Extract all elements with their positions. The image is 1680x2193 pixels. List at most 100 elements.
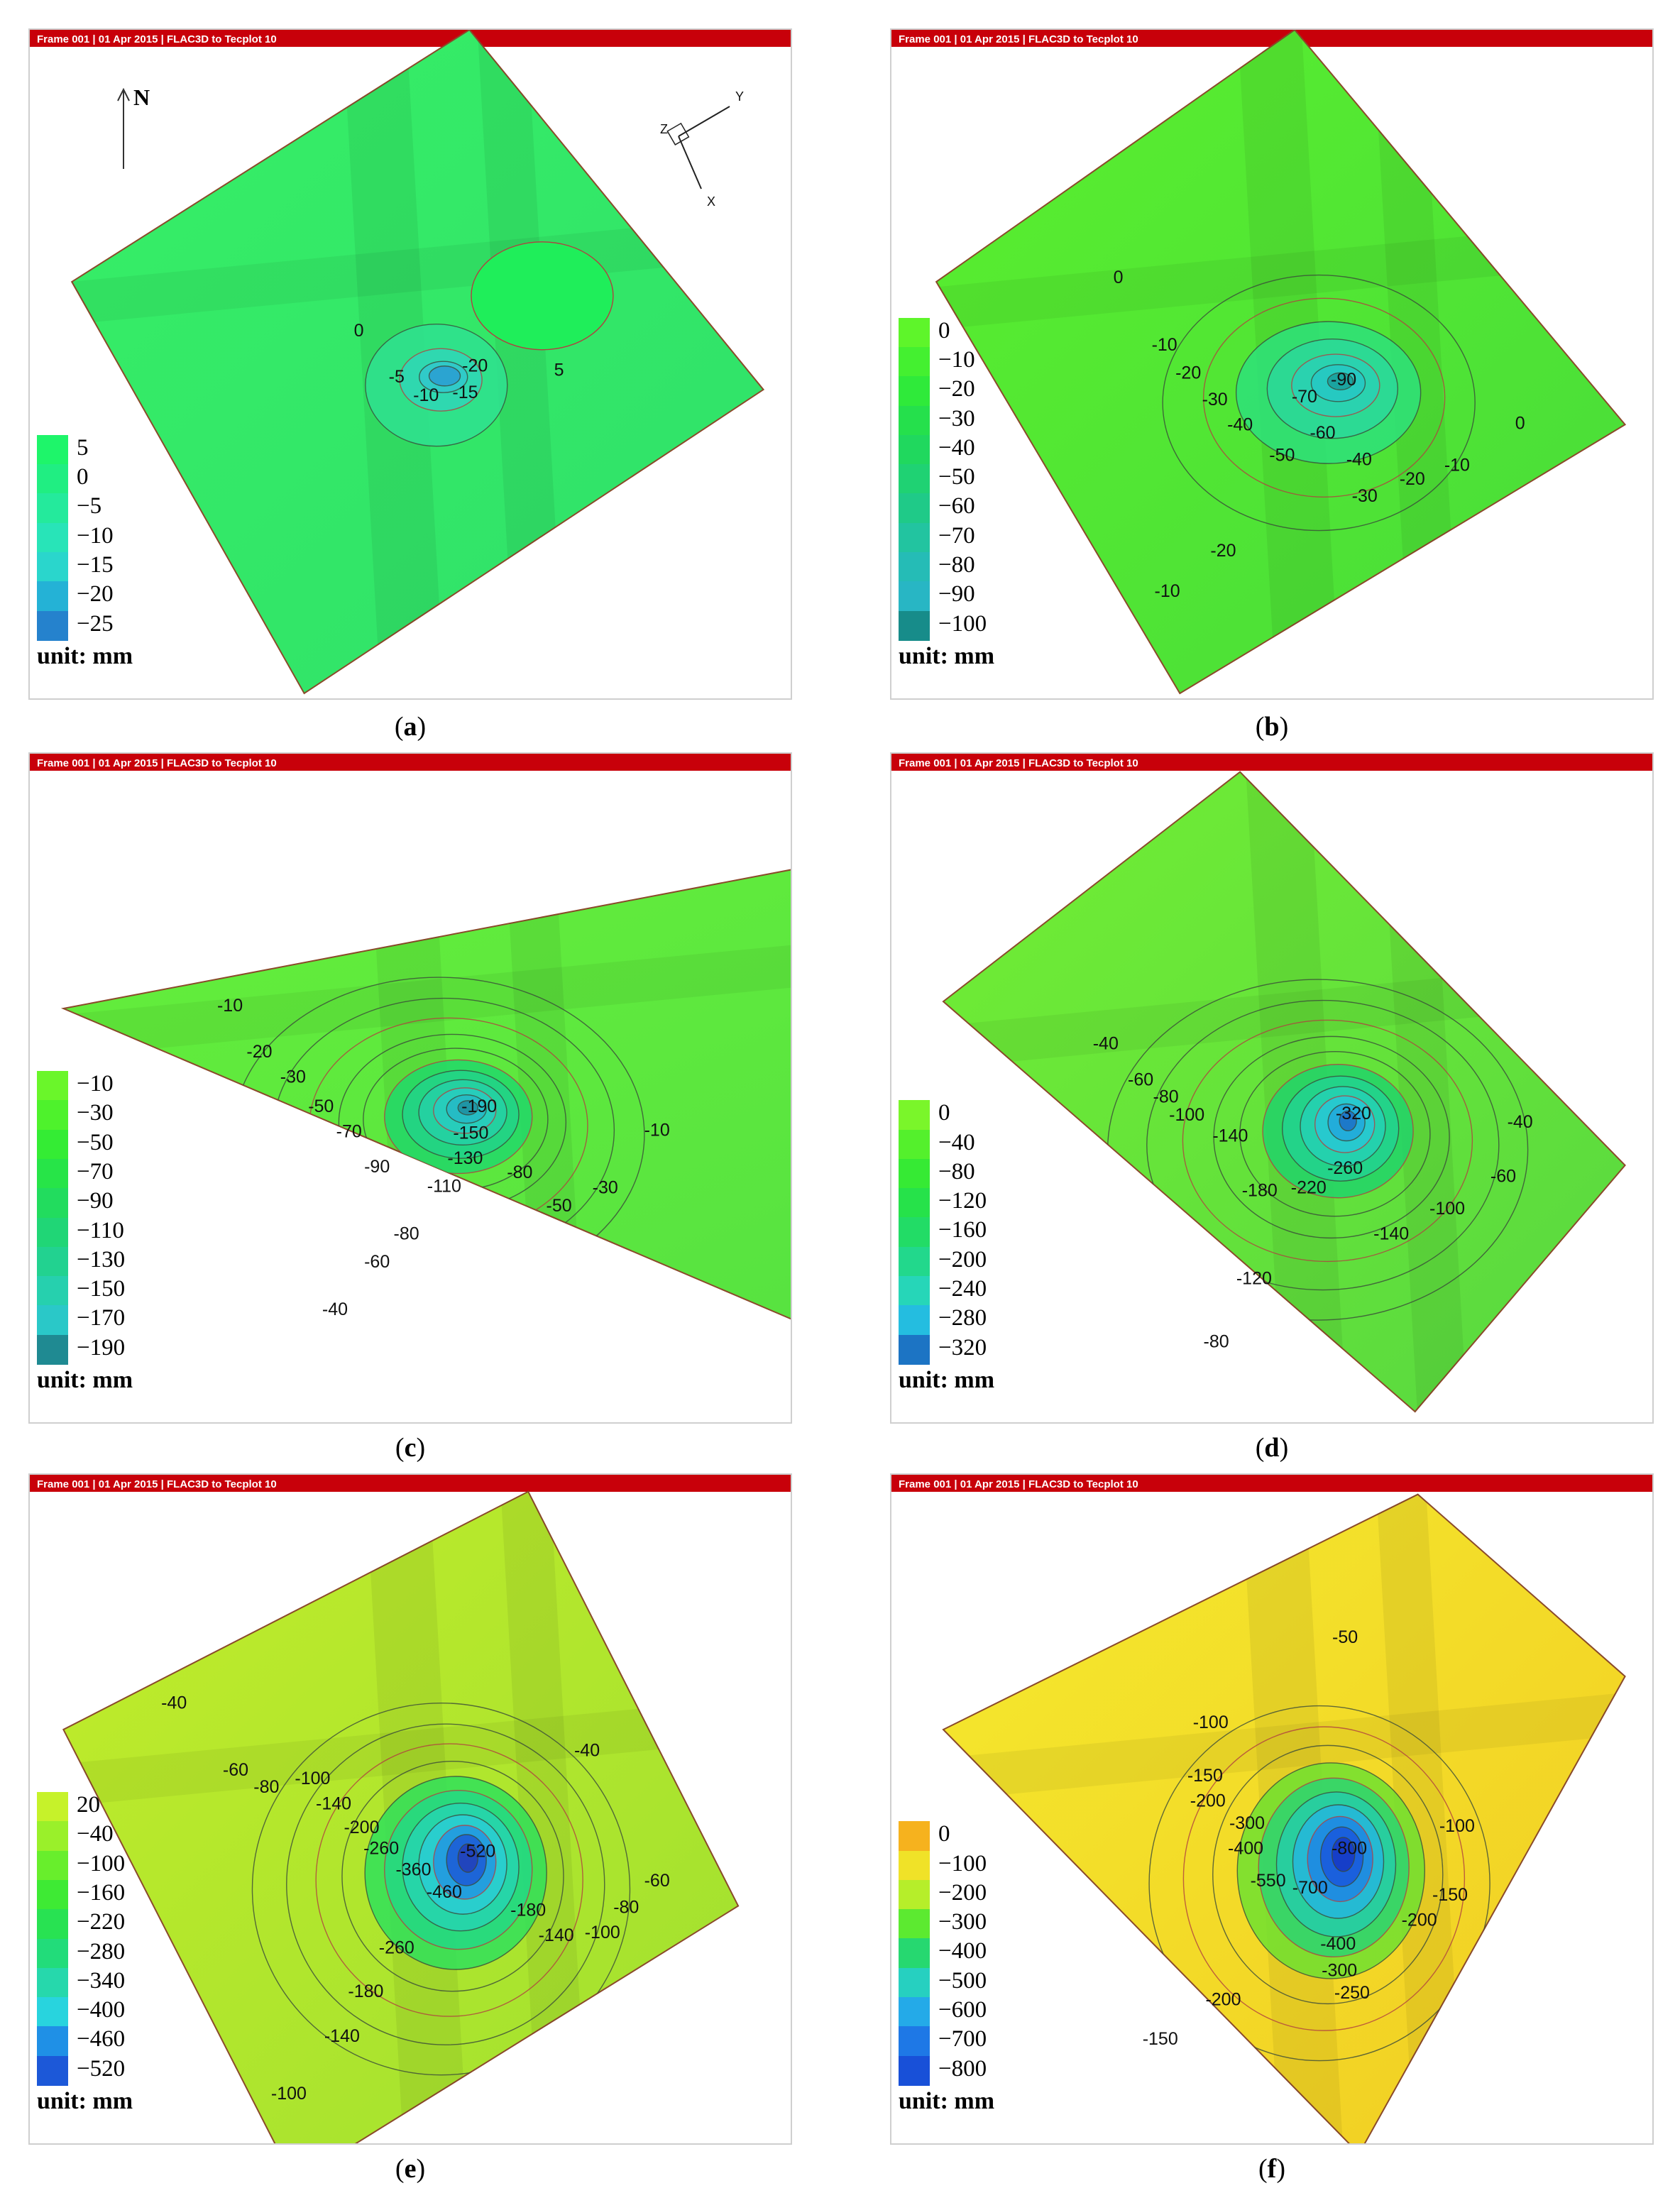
legend-label: −700 xyxy=(938,2026,987,2052)
contour-label: -550 xyxy=(1251,1871,1286,1891)
legend-label: 5 xyxy=(77,434,89,461)
contour-label: -50 xyxy=(308,1096,334,1116)
contour-line xyxy=(1307,1815,1373,1903)
contour-label: -300 xyxy=(1229,1813,1265,1833)
contour-label: -50 xyxy=(547,1196,572,1216)
contour-label: -140 xyxy=(539,1925,574,1945)
frame-header-bar xyxy=(891,30,1652,47)
panel-caption-letter: a xyxy=(403,712,417,742)
frame-header-bar xyxy=(30,754,791,771)
axis-label-x: X xyxy=(707,194,715,209)
frame-header-text: Frame 001 | 01 Apr 2015 | FLAC3D to Tecp… xyxy=(899,1478,1138,1490)
contour-line xyxy=(1327,372,1354,390)
contour-label: -150 xyxy=(453,1123,488,1143)
contour-line xyxy=(433,1825,497,1900)
legend-swatch xyxy=(899,1305,930,1336)
panel-c: Frame 001 | 01 Apr 2015 | FLAC3D to Tecp… xyxy=(28,752,792,1424)
panel-d: Frame 001 | 01 Apr 2015 | FLAC3D to Tecp… xyxy=(890,752,1654,1424)
legend-label: −200 xyxy=(938,1879,987,1906)
contour-label: -10 xyxy=(413,385,439,405)
legend-swatch xyxy=(37,1909,68,1940)
contour-line xyxy=(1319,1826,1364,1887)
panel-caption: (e) xyxy=(395,2154,426,2184)
north-label: N xyxy=(133,84,150,110)
legend-swatch xyxy=(37,1217,68,1248)
relief-band xyxy=(63,943,791,1065)
legend-label: −150 xyxy=(77,1276,126,1302)
contour-label: -90 xyxy=(364,1157,390,1177)
contour-label: -130 xyxy=(447,1148,483,1168)
legend-label: −280 xyxy=(938,1305,987,1331)
axis-label-z: Z xyxy=(660,122,668,136)
contour-label: -80 xyxy=(613,1898,639,1918)
legend-label: −280 xyxy=(77,1938,126,1964)
contour-label: -100 xyxy=(1439,1816,1475,1836)
legend-swatch xyxy=(899,434,930,466)
legend-swatch xyxy=(37,1305,68,1336)
contour-line xyxy=(1275,1791,1397,1938)
legend-swatch xyxy=(37,1792,68,1823)
legend-label: −220 xyxy=(77,1909,126,1935)
legend-label: −30 xyxy=(938,405,975,432)
legend-swatch xyxy=(899,346,930,378)
contour-line xyxy=(1239,1051,1431,1217)
contour-label: -150 xyxy=(1432,1885,1468,1905)
axis-label-y: Y xyxy=(735,89,744,104)
legend-label: −100 xyxy=(938,610,987,637)
contour-line xyxy=(1339,1110,1357,1132)
legend-label: −340 xyxy=(77,1967,126,1994)
unit-label: unit: mm xyxy=(899,642,995,669)
contour-label: 0 xyxy=(1515,413,1525,433)
legend-label: 0 xyxy=(938,1100,950,1126)
legend-label: −320 xyxy=(938,1334,987,1361)
frame-header-bar xyxy=(891,1475,1652,1492)
unit-label: unit: mm xyxy=(899,2087,995,2114)
contour-plot-a: Frame 001 | 01 Apr 2015 | FLAC3D to Tecp… xyxy=(30,30,791,695)
legend-label: −170 xyxy=(77,1305,126,1331)
legend-swatch xyxy=(37,552,68,583)
contour-line xyxy=(418,1814,507,1915)
legend-swatch xyxy=(37,1938,68,1969)
contour-label: 0 xyxy=(1114,268,1124,287)
contour-label: -40 xyxy=(574,1741,600,1761)
unit-label: unit: mm xyxy=(37,2088,133,2114)
legend-label: −200 xyxy=(938,1246,987,1273)
contour-label: -360 xyxy=(395,1859,431,1879)
contour-label: -20 xyxy=(1175,363,1201,383)
legend-swatch xyxy=(899,464,930,495)
legend-swatch xyxy=(37,1158,68,1189)
contour-line xyxy=(251,1702,631,2076)
contour-line xyxy=(1291,353,1380,417)
contour-plot-b: Frame 001 | 01 Apr 2015 | FLAC3D to Tecp… xyxy=(891,30,1652,695)
contour-label: -100 xyxy=(1169,1105,1204,1125)
legend-label: −100 xyxy=(77,1850,126,1876)
contour-plot-c: Frame 001 | 01 Apr 2015 | FLAC3D to Tecp… xyxy=(30,754,791,1412)
legend-swatch xyxy=(37,610,68,641)
contour-line xyxy=(365,324,508,447)
legend-swatch xyxy=(37,2026,68,2057)
legend-label: −80 xyxy=(938,1158,975,1185)
panel-caption: (d) xyxy=(1255,1433,1289,1463)
contour-line xyxy=(364,1776,547,1970)
contour-label: -60 xyxy=(1310,423,1335,443)
contour-line xyxy=(1202,297,1446,498)
contour-label: -800 xyxy=(1332,1839,1367,1859)
contour-line xyxy=(419,361,468,393)
legend-swatch xyxy=(899,1821,930,1852)
legend-swatch xyxy=(37,1276,68,1307)
axes-triad: Y Z X xyxy=(660,89,744,209)
unit-label: unit: mm xyxy=(37,1367,133,1393)
legend-label: −110 xyxy=(77,1217,124,1243)
contour-line xyxy=(402,1070,520,1159)
frame-header-text: Frame 001 | 01 Apr 2015 | FLAC3D to Tecp… xyxy=(37,757,277,769)
legend-label: −60 xyxy=(938,493,975,520)
relief-band xyxy=(72,211,764,332)
legend-label: −10 xyxy=(938,346,975,373)
legend-label: −300 xyxy=(938,1909,987,1935)
contour-line xyxy=(471,241,614,351)
legend-label: −30 xyxy=(77,1100,114,1126)
contour-label: -100 xyxy=(1429,1199,1465,1219)
panel-caption-letter: d xyxy=(1264,1433,1280,1463)
contour-line xyxy=(1235,321,1422,464)
panel-b: Frame 001 | 01 Apr 2015 | FLAC3D to Tecp… xyxy=(890,28,1654,700)
